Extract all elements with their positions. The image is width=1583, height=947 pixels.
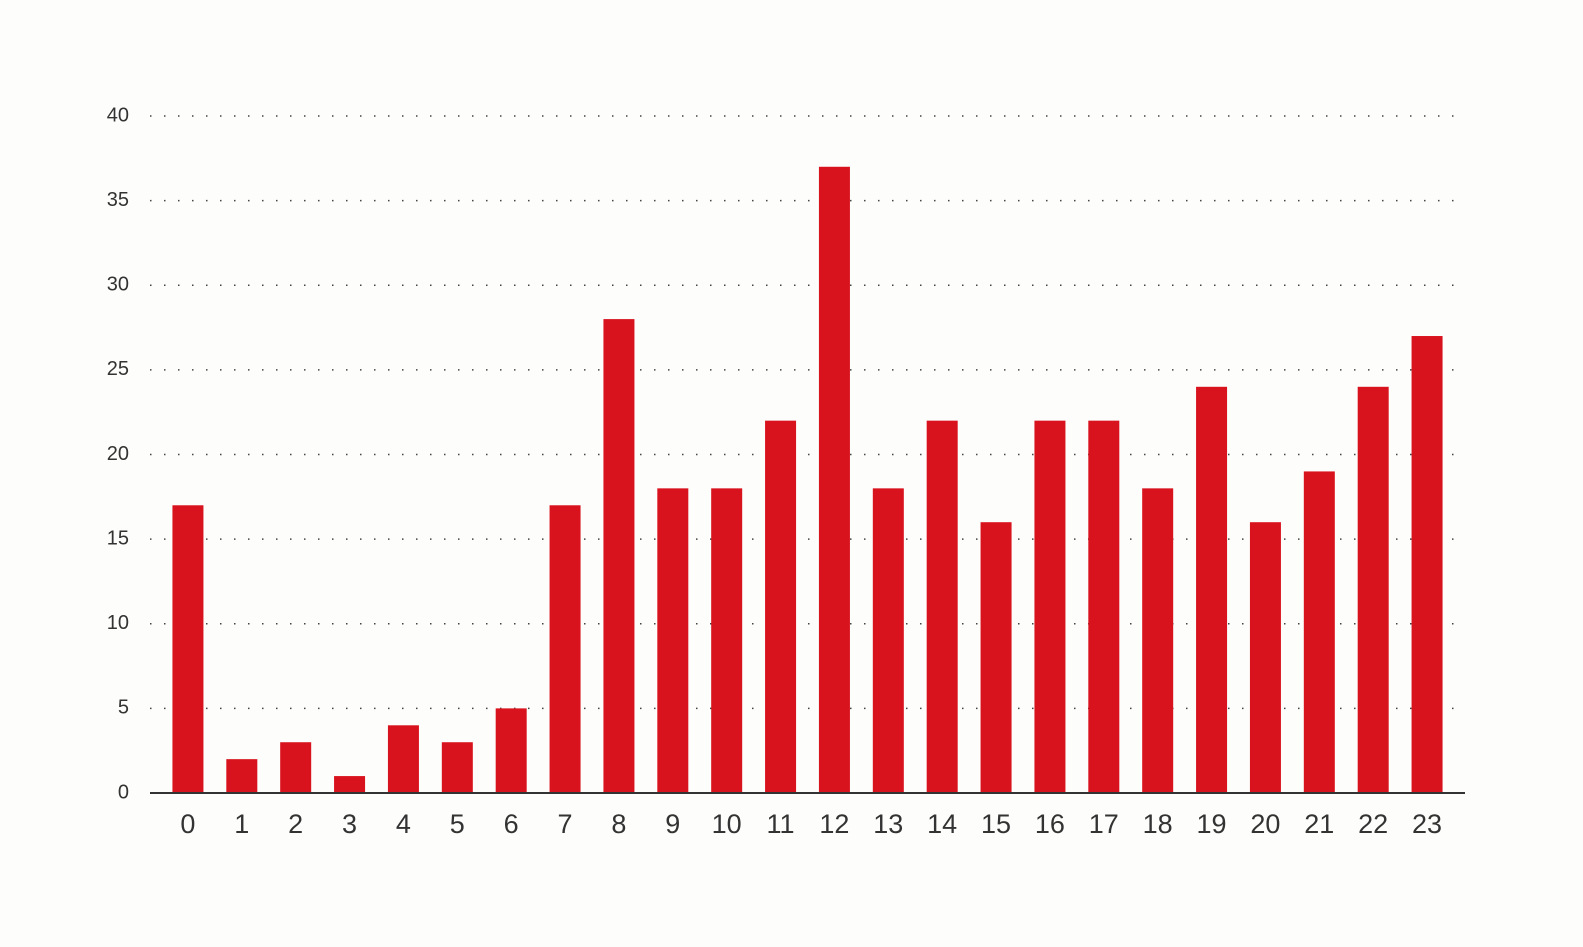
x-tick-label: 1 bbox=[234, 809, 249, 839]
x-tick-label: 2 bbox=[288, 809, 303, 839]
x-tick-label: 19 bbox=[1197, 809, 1227, 839]
bar bbox=[1411, 336, 1443, 793]
y-tick-label: 30 bbox=[107, 274, 129, 296]
x-tick-label: 16 bbox=[1035, 809, 1065, 839]
bar bbox=[387, 725, 419, 793]
bar bbox=[711, 488, 743, 793]
bar bbox=[1357, 386, 1389, 793]
x-tick-label: 17 bbox=[1089, 809, 1119, 839]
bar bbox=[926, 420, 958, 793]
y-tick-label: 35 bbox=[107, 189, 129, 211]
x-tick-label: 0 bbox=[180, 809, 195, 839]
x-tick-label: 11 bbox=[767, 809, 795, 839]
bar bbox=[549, 505, 581, 793]
x-tick-label: 10 bbox=[712, 809, 742, 839]
bar bbox=[872, 488, 904, 793]
y-tick-label: 0 bbox=[118, 781, 129, 803]
x-tick-label: 22 bbox=[1358, 809, 1388, 839]
bar bbox=[603, 319, 635, 793]
x-tick-label: 6 bbox=[504, 809, 519, 839]
x-tick-label: 15 bbox=[981, 809, 1011, 839]
x-tick-label: 13 bbox=[873, 809, 903, 839]
bar bbox=[280, 742, 312, 793]
x-tick-label: 23 bbox=[1412, 809, 1442, 839]
bar bbox=[1088, 420, 1120, 793]
bar bbox=[1034, 420, 1066, 793]
bar bbox=[1249, 522, 1281, 793]
x-tick-label: 8 bbox=[611, 809, 626, 839]
bar bbox=[172, 505, 204, 793]
x-tick-label: 5 bbox=[450, 809, 465, 839]
x-tick-label: 3 bbox=[342, 809, 357, 839]
x-tick-label: 12 bbox=[819, 809, 849, 839]
x-tick-label: 18 bbox=[1143, 809, 1173, 839]
bar bbox=[1142, 488, 1174, 793]
bar bbox=[1303, 471, 1335, 793]
bar bbox=[818, 166, 850, 793]
bar bbox=[1196, 386, 1228, 793]
y-tick-label: 15 bbox=[107, 527, 129, 549]
y-tick-label: 10 bbox=[107, 612, 129, 634]
y-tick-label: 5 bbox=[118, 697, 129, 719]
bar bbox=[334, 776, 366, 793]
bar bbox=[441, 742, 473, 793]
bar bbox=[980, 522, 1012, 793]
x-tick-label: 20 bbox=[1250, 809, 1280, 839]
x-tick-label: 21 bbox=[1304, 809, 1334, 839]
bar bbox=[657, 488, 689, 793]
x-tick-label: 4 bbox=[396, 809, 411, 839]
bar bbox=[765, 420, 797, 793]
y-tick-label: 25 bbox=[107, 358, 129, 380]
x-tick-label: 7 bbox=[558, 809, 573, 839]
x-tick-label: 14 bbox=[927, 809, 957, 839]
bar bbox=[495, 708, 527, 793]
y-tick-label: 20 bbox=[107, 443, 129, 465]
bar bbox=[226, 759, 258, 793]
y-tick-label: 40 bbox=[107, 104, 129, 126]
x-tick-label: 9 bbox=[665, 809, 680, 839]
